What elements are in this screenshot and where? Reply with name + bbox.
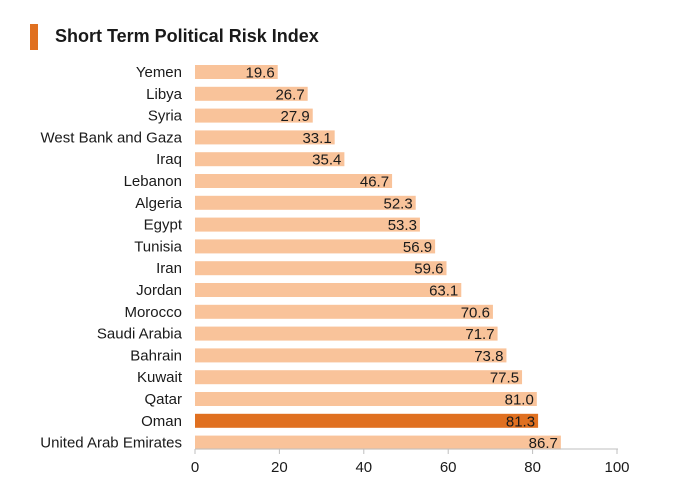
bar	[195, 370, 523, 385]
x-tick-label: 0	[191, 459, 199, 476]
category-label: Bahrain	[130, 347, 182, 364]
bar	[195, 413, 539, 428]
data-label: 70.6	[461, 304, 490, 321]
data-label: 56.9	[403, 239, 432, 256]
category-label: Jordan	[136, 282, 182, 299]
category-label: Tunisia	[134, 238, 182, 255]
category-label: Morocco	[124, 304, 182, 321]
bar	[195, 392, 537, 406]
bar	[195, 86, 308, 101]
bar	[195, 195, 416, 210]
category-label: Kuwait	[137, 369, 183, 386]
category-label: Syria	[148, 108, 183, 125]
category-label: Lebanon	[124, 173, 182, 190]
category-label: Iran	[156, 260, 182, 277]
category-label: Algeria	[135, 195, 182, 212]
data-label: 46.7	[360, 174, 389, 191]
bar	[195, 326, 498, 341]
data-label: 63.1	[429, 283, 458, 300]
category-label: Iraq	[156, 151, 182, 168]
category-label: Libya	[146, 86, 183, 103]
category-label: West Bank and Gaza	[41, 129, 183, 146]
bar	[195, 348, 507, 363]
data-label: 59.6	[414, 261, 443, 278]
data-label: 26.7	[275, 86, 304, 103]
chart-title: Short Term Political Risk Index	[55, 26, 319, 46]
bar	[195, 239, 436, 254]
data-label: 86.7	[529, 435, 558, 452]
bar	[195, 261, 447, 276]
bar	[195, 304, 493, 319]
bar	[195, 283, 462, 297]
x-tick-label: 60	[440, 459, 457, 476]
category-label: United Arab Emirates	[40, 435, 182, 452]
x-tick-label: 80	[524, 459, 541, 476]
data-label: 73.8	[474, 348, 503, 365]
bar	[195, 130, 335, 145]
category-label: Saudi Arabia	[97, 326, 183, 343]
data-label: 27.9	[281, 108, 310, 125]
bar	[195, 217, 420, 232]
bar	[195, 65, 278, 79]
data-label: 53.3	[388, 217, 417, 234]
category-label: Oman	[141, 413, 182, 430]
bar	[195, 174, 393, 188]
data-label: 81.0	[505, 392, 534, 409]
data-label: 35.4	[312, 152, 341, 169]
x-tick-label: 100	[604, 459, 629, 476]
category-label: Qatar	[144, 391, 182, 408]
data-label: 33.1	[302, 130, 331, 147]
title-accent-bar	[30, 24, 38, 50]
bar	[195, 108, 313, 123]
category-label: Egypt	[144, 217, 183, 234]
data-label: 71.7	[465, 326, 494, 343]
x-tick-label: 20	[271, 459, 288, 476]
bar	[195, 435, 561, 450]
data-label: 52.3	[384, 195, 413, 212]
data-label: 81.3	[506, 413, 535, 430]
data-label: 19.6	[246, 65, 275, 82]
category-label: Yemen	[136, 64, 182, 81]
x-tick-label: 40	[355, 459, 372, 476]
data-label: 77.5	[490, 370, 519, 387]
bar	[195, 152, 345, 167]
